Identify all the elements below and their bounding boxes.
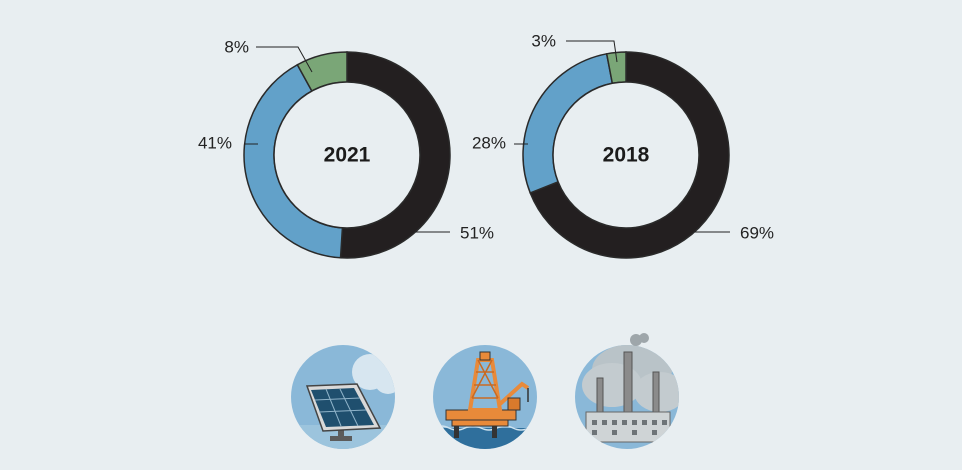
- slice-label-2018-0: 69%: [740, 223, 774, 242]
- donut-hole-2018: [552, 81, 700, 229]
- donut-chart-2018: 69% 28% 3% 2018: [472, 31, 774, 259]
- slice-label-2021-0: 51%: [460, 223, 494, 242]
- leader-line-2021-2: [256, 46, 313, 73]
- slice-label-2021-2: 8%: [224, 37, 249, 56]
- solar-panel-icon: [291, 345, 395, 449]
- donut-chart-2021: 51% 41% 8% 2021: [198, 37, 494, 259]
- leader-line-2018-2: [566, 40, 618, 63]
- center-label-2021: 2021: [324, 144, 371, 167]
- slice-label-2021-1: 41%: [198, 133, 232, 152]
- oil-rig-icon: [433, 345, 537, 449]
- donut-hole-2021: [273, 81, 421, 229]
- power-plant-icon: [575, 333, 679, 449]
- slice-label-2018-2: 3%: [531, 31, 556, 50]
- slice-label-2018-1: 28%: [472, 133, 506, 152]
- center-label-2018: 2018: [603, 144, 650, 167]
